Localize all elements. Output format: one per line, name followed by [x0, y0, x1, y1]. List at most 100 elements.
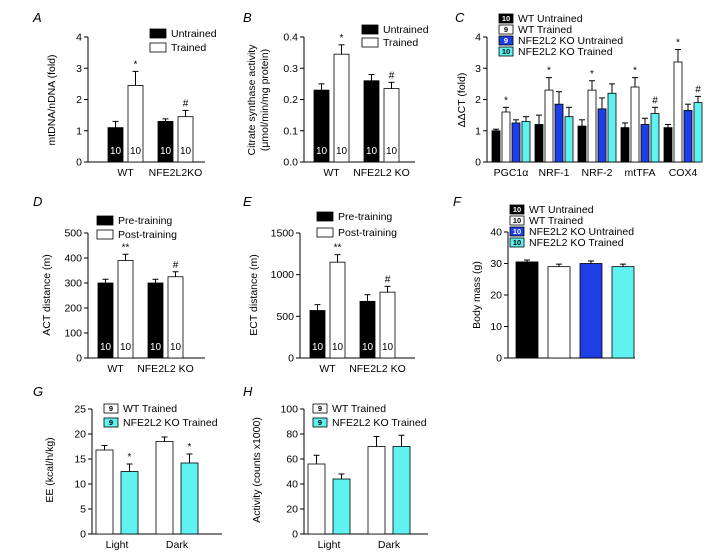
- panel-c: C 0 1 2 3 4 ΔΔCT (fold) * PGC1α * NRF-1 * NRF-2 * # mtT…: [455, 10, 703, 179]
- legend-label: WT Trained: [123, 403, 177, 415]
- y-tick-label: 40: [286, 479, 298, 491]
- legend-swatch: [509, 204, 525, 215]
- legend-badge: 10: [513, 227, 521, 236]
- bar: [564, 116, 574, 163]
- y-tick-label: 400: [64, 253, 82, 265]
- y-tick-label: 1000: [271, 269, 295, 281]
- legend-label: NFE2L2 KO Untrained: [529, 226, 634, 238]
- y-tick-label: 1: [475, 125, 481, 137]
- y-tick-label: 4: [475, 32, 481, 44]
- y-tick-label: 1: [76, 125, 82, 137]
- legend-badge: 9: [504, 25, 508, 34]
- significance-mark: #: [385, 274, 391, 285]
- bar-n-label: 10: [312, 342, 324, 353]
- legend-badge: 10: [502, 47, 510, 56]
- bar-n-label: 10: [160, 146, 172, 157]
- panel-g: G 0 5 10 15 20 25 EE (kcal/h/kg) * Light * Dark 9 WT …: [33, 384, 222, 551]
- legend-label: Untrained: [171, 28, 217, 40]
- bar: [521, 120, 531, 163]
- significance-mark: *: [188, 442, 192, 453]
- legend-swatch: [509, 226, 525, 237]
- y-tick-label: 30: [490, 258, 502, 270]
- bar-n-label: 10: [180, 146, 192, 157]
- legend-swatch: [316, 227, 334, 238]
- panel-a: A 0 1 2 3 4 mtDNA/nDNA (fold) 10 10 * WT 10 10 # NFE2L…: [32, 10, 217, 179]
- bar: [673, 61, 683, 163]
- legend-swatch: [361, 24, 379, 35]
- legend-badge: 9: [504, 36, 508, 45]
- y-tick-label: 100: [64, 328, 82, 340]
- y-tick-label: 20: [490, 290, 502, 302]
- panel-letter: B: [243, 10, 252, 25]
- significance-mark: *: [547, 66, 551, 77]
- bar: [597, 108, 607, 163]
- y-axis-label: ECT distance (m): [248, 254, 260, 336]
- legend-label: WT Trained: [332, 403, 386, 415]
- y-tick-label: 5: [80, 504, 86, 516]
- y-axis-label: mtDNA/nDNA (fold): [46, 54, 58, 145]
- y-tick-label: 0: [76, 157, 82, 169]
- y-tick-label: 0: [292, 529, 298, 541]
- bar: [157, 120, 174, 163]
- legend-label: WT Untrained: [529, 204, 594, 216]
- bar: [120, 471, 139, 535]
- bar: [693, 102, 703, 163]
- x-category-label: Dark: [378, 539, 401, 551]
- bar: [630, 86, 640, 163]
- y-tick-label: 300: [64, 278, 82, 290]
- legend-swatch: [103, 417, 119, 428]
- legend: Untrained Trained: [149, 28, 217, 54]
- legend: Pre-training Post-training: [316, 211, 397, 239]
- significance-mark: *: [340, 33, 344, 44]
- legend-swatch: [103, 403, 119, 414]
- y-tick-label: 0: [288, 353, 294, 365]
- legend-badge: 9: [109, 404, 113, 413]
- y-tick-label: 0: [475, 157, 481, 169]
- y-axis-label: ΔΔCT (fold): [456, 73, 468, 128]
- legend-badge: 10: [513, 205, 521, 214]
- x-category-label: NFE2L2 KO: [349, 363, 406, 375]
- bar: [95, 449, 114, 535]
- y-tick-label: 2: [76, 94, 82, 106]
- panel-letter: A: [32, 10, 42, 25]
- legend-swatch: [96, 215, 114, 226]
- panel-h: H 0 20 40 60 80 100 Activity (counts x1000) Ligh…: [243, 384, 428, 551]
- legend-badge: 9: [318, 418, 322, 427]
- bar: [611, 266, 635, 359]
- legend-label: Post-training: [338, 227, 397, 239]
- legend-label: NFE2L2 KO Trained: [123, 417, 218, 429]
- legend-label: Pre-training: [338, 211, 392, 223]
- significance-mark: **: [334, 243, 342, 254]
- bar: [383, 88, 400, 163]
- bar: [491, 130, 501, 163]
- legend-label: Trained: [383, 37, 418, 49]
- y-tick-label: 0: [76, 353, 82, 365]
- significance-mark: #: [695, 84, 701, 95]
- bar: [333, 53, 350, 163]
- panel-e: E 0 500 1000 1500 ECT distance (m) 10 10 ** WT 10 1…: [243, 194, 415, 375]
- y-tick-label: 3: [475, 63, 481, 75]
- panel-letter: H: [243, 384, 253, 399]
- bar: [683, 110, 693, 163]
- bar-n-label: 10: [386, 146, 398, 157]
- bar-n-label: 10: [332, 342, 344, 353]
- y-axis-label: Activity (counts x1000): [251, 417, 263, 523]
- legend: Pre-training Post-training: [96, 215, 177, 241]
- bar: [515, 261, 539, 359]
- y-tick-label: 20: [74, 429, 86, 441]
- y-tick-label: 500: [64, 228, 82, 240]
- bar-n-label: 10: [130, 146, 142, 157]
- bar-n-label: 10: [336, 146, 348, 157]
- bar-n-label: 10: [110, 146, 122, 157]
- bar: [663, 127, 673, 163]
- bar: [392, 446, 411, 535]
- legend-swatch: [498, 24, 514, 35]
- x-category-label: Light: [106, 539, 129, 551]
- bar: [577, 125, 587, 163]
- significance-mark: *: [590, 69, 594, 80]
- significance-mark: **: [122, 242, 130, 253]
- legend-label: NFE2L2 KO Untrained: [518, 35, 623, 47]
- bar: [379, 291, 396, 359]
- x-category-label: NRF-1: [539, 167, 570, 179]
